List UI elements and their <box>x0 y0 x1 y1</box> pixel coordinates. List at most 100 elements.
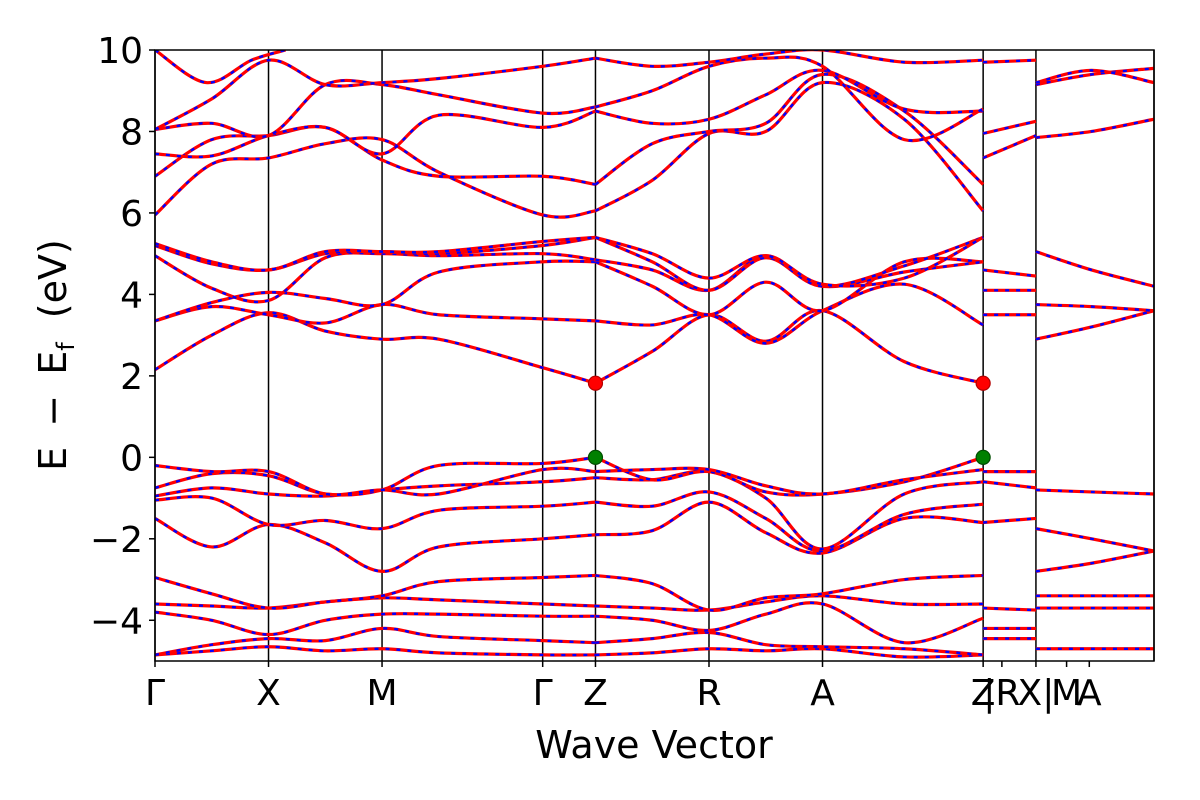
x-tick-label-4: Z <box>583 673 608 714</box>
band-line-red-20 <box>155 56 596 131</box>
x-axis-ticks: Γ X M Γ Z R A Z|RX|MA <box>145 661 1102 714</box>
svg-text:E − Ef (eV): E − Ef (eV) <box>31 239 83 471</box>
x-tick-label-3: Γ <box>533 673 553 714</box>
band-line-blue-21 <box>155 50 286 84</box>
band-line-blue-57 <box>1035 549 1154 573</box>
band-lines <box>155 50 1154 659</box>
band-line-blue-26 <box>595 574 984 612</box>
band-line-blue-24 <box>595 601 984 644</box>
y-axis-label-unit: (eV) <box>31 239 75 318</box>
band-line-red-32 <box>594 309 984 385</box>
band-line-red-18 <box>155 109 597 159</box>
band-line-blue-62 <box>1035 303 1154 312</box>
band-line-blue-45 <box>983 517 1037 524</box>
y-tick-label-1: −2 <box>90 520 143 561</box>
band-line-red-28 <box>595 490 984 553</box>
band-line-blue-35 <box>595 254 984 292</box>
y-tick-label-2: 0 <box>120 438 143 479</box>
band-line-blue-4 <box>155 574 596 610</box>
band-line-red-5 <box>155 517 596 573</box>
band-line-blue-7 <box>155 476 596 498</box>
band-line-red-61 <box>1035 309 1154 341</box>
band-line-blue-10 <box>155 311 596 385</box>
band-line-blue-44 <box>983 480 1037 490</box>
band-line-blue-36 <box>594 236 984 292</box>
band-line-blue-52 <box>982 134 1037 160</box>
band-line-blue-23 <box>595 631 984 657</box>
band-line-blue-16 <box>155 136 596 219</box>
band-line-blue-33 <box>595 282 984 345</box>
x-tick-label-10: M <box>1051 673 1082 714</box>
band-line-blue-53 <box>982 120 1037 135</box>
band-line-red-40 <box>595 68 984 126</box>
band-line-blue-41 <box>595 55 984 142</box>
y-tick-label-6: 8 <box>120 112 143 153</box>
band-line-blue-31 <box>595 467 984 496</box>
y-tick-label-7: 10 <box>97 31 143 72</box>
y-axis-ticks: −4 −2 0 2 4 6 8 10 <box>90 31 155 642</box>
y-tick-label-0: −4 <box>90 601 143 642</box>
band-line-blue-19 <box>155 79 596 139</box>
x-tick-label-2: M <box>367 673 398 714</box>
x-tick-label-5: R <box>696 673 721 714</box>
band-line-blue-34 <box>594 256 984 316</box>
y-tick-label-3: 2 <box>120 357 143 398</box>
band-line-blue-28 <box>595 490 984 553</box>
band-line-blue-51 <box>983 268 1037 278</box>
band-line-blue-9 <box>155 464 596 496</box>
band-line-red-36 <box>594 235 984 292</box>
band-line-blue-18 <box>155 109 596 159</box>
band-line-blue-55 <box>1035 488 1154 496</box>
band-line-red-19 <box>155 78 596 139</box>
x-tick-label-6: A <box>810 673 835 714</box>
band-line-blue-64 <box>1035 118 1154 139</box>
band-edge-marker-1 <box>975 375 991 391</box>
band-line-blue-56 <box>1035 527 1154 553</box>
plot-frame <box>154 49 1155 662</box>
band-line-blue-20 <box>155 56 596 131</box>
band-line-blue-61 <box>1035 309 1154 341</box>
y-axis-label: E − Ef (eV) <box>31 239 83 471</box>
x-tick-label-8: |R <box>983 673 1020 714</box>
band-line-red-9 <box>155 463 596 497</box>
band-line-blue-13 <box>155 251 596 303</box>
band-line-red-63 <box>1035 250 1154 288</box>
band-line-blue-1 <box>155 627 596 657</box>
y-axis-label-ef: E <box>31 351 75 375</box>
x-tick-label-11: A <box>1077 673 1102 714</box>
band-line-blue-14 <box>155 236 596 272</box>
band-edge-marker-2 <box>587 449 604 465</box>
band-line-blue-39 <box>594 73 984 186</box>
band-line-blue-65 <box>1035 67 1154 86</box>
y-axis-label-minus: − <box>31 395 75 427</box>
band-line-blue-27 <box>595 500 984 555</box>
y-axis-label-e: E <box>31 447 75 471</box>
band-line-blue-40 <box>595 69 984 126</box>
band-line-red-52 <box>982 134 1037 160</box>
band-line-blue-46 <box>983 606 1036 612</box>
band-line-blue-11 <box>155 303 596 325</box>
band-line-blue-5 <box>155 517 596 573</box>
y-tick-label-5: 6 <box>120 194 143 235</box>
x-tick-label-1: X <box>256 673 281 714</box>
band-line-blue-63 <box>1035 250 1154 288</box>
band-line-red-10 <box>155 311 596 385</box>
band-line-blue-6 <box>155 495 596 530</box>
y-axis-label-sub: f <box>52 342 80 351</box>
band-line-blue-0 <box>155 645 596 657</box>
band-line-blue-25 <box>595 594 984 612</box>
x-axis-label: Wave Vector <box>535 723 773 767</box>
band-line-red-2 <box>155 610 596 637</box>
band-line-blue-30 <box>595 456 984 497</box>
band-edge-markers <box>587 375 991 465</box>
band-line-blue-22 <box>595 647 984 659</box>
band-line-red-13 <box>155 251 596 304</box>
band-edge-marker-0 <box>587 375 604 391</box>
x-tick-label-9: X| <box>1018 673 1055 714</box>
band-line-blue-32 <box>594 309 984 385</box>
band-line-blue-66 <box>1035 69 1154 84</box>
band-line-blue-38 <box>594 81 985 212</box>
band-line-blue-12 <box>155 259 596 323</box>
band-line-blue-54 <box>983 58 1036 64</box>
